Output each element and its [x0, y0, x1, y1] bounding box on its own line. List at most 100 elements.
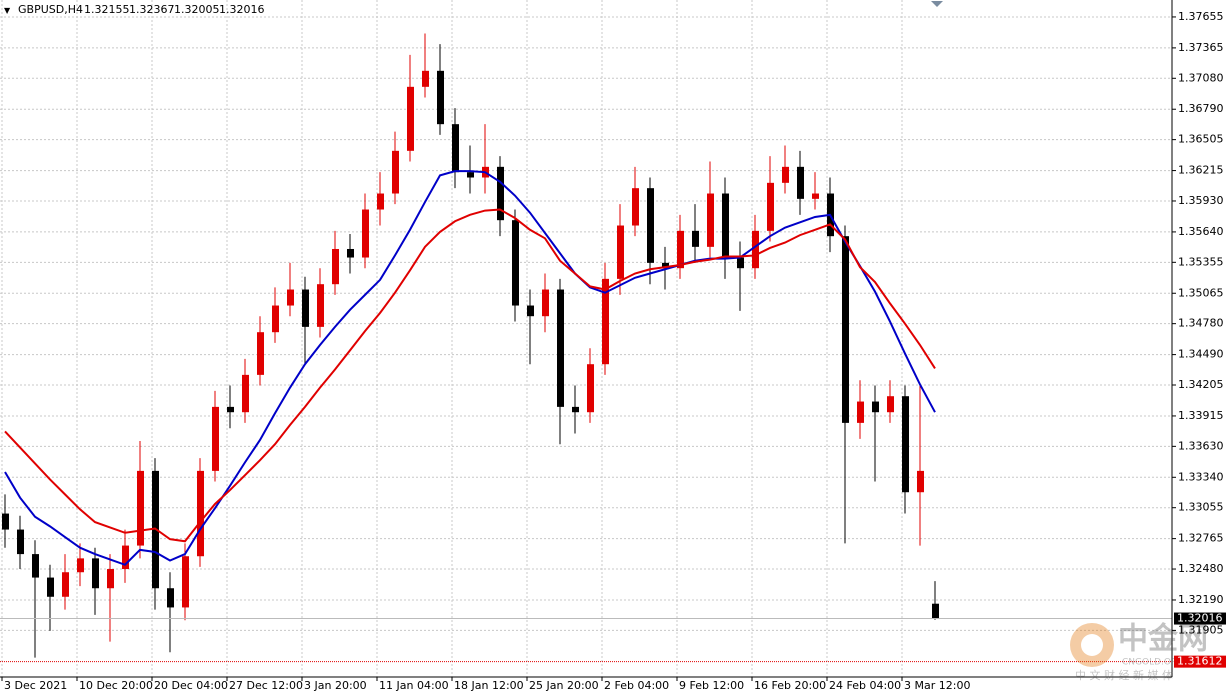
candle-body — [857, 401, 864, 423]
candle-body — [752, 230, 759, 269]
x-tick-label: 9 Feb 12:00 — [679, 679, 744, 692]
candle-body — [392, 150, 399, 194]
x-tick-label: 3 Dec 2021 — [4, 679, 67, 692]
candle-body — [272, 305, 279, 333]
y-tick-label: 1.34490 — [1178, 348, 1224, 361]
candle-body — [92, 558, 99, 589]
level-label: 1.31612 — [1177, 655, 1223, 668]
candle-body — [737, 257, 744, 269]
y-tick-label: 1.32765 — [1178, 532, 1224, 545]
candle-body — [2, 513, 9, 530]
watermark-logo-inner — [1081, 634, 1103, 656]
candle-body — [797, 166, 804, 199]
y-tick-label: 1.32480 — [1178, 562, 1224, 575]
candle-body — [587, 364, 594, 413]
candle-body — [782, 166, 789, 183]
candle-body — [422, 70, 429, 87]
candle-body — [497, 166, 504, 221]
candle-body — [317, 284, 324, 327]
candle-body — [302, 289, 309, 327]
candle-body — [467, 172, 474, 178]
y-tick-label: 1.34780 — [1178, 317, 1224, 330]
candle-body — [647, 188, 654, 263]
watermark: 中金网 CNGOLD.ORG 中 文 财 经 新 媒 体 — [1070, 622, 1208, 682]
x-tick-label: 24 Feb 04:00 — [829, 679, 901, 692]
candle-body — [572, 406, 579, 413]
candle-body — [257, 332, 264, 375]
x-tick-label: 10 Dec 20:00 — [79, 679, 153, 692]
y-tick-label: 1.37655 — [1178, 10, 1224, 23]
y-tick-label: 1.36790 — [1178, 102, 1224, 115]
y-tick-label: 1.35355 — [1178, 255, 1224, 268]
plot — [0, 33, 1172, 663]
last-low: 1.32005 — [174, 3, 220, 16]
candle-body — [662, 262, 669, 269]
candle-body — [512, 220, 519, 306]
x-tick-label: 16 Feb 20:00 — [754, 679, 826, 692]
last-open: 1.32155 — [84, 3, 130, 16]
moving-average — [4, 208, 936, 543]
watermark-logo — [1070, 623, 1114, 667]
candle-body — [692, 230, 699, 247]
y-tick-label: 1.37080 — [1178, 71, 1224, 84]
candle-body — [932, 603, 939, 619]
last-price-box — [1174, 612, 1226, 625]
candle-body — [722, 193, 729, 258]
candle-body — [557, 289, 564, 407]
y-tick-label: 1.35930 — [1178, 194, 1224, 207]
candle-body — [62, 572, 69, 597]
candle-body — [917, 470, 924, 493]
candle-body — [887, 396, 894, 413]
x-tick-label: 3 Mar 12:00 — [904, 679, 970, 692]
y-tick-label: 1.34205 — [1178, 378, 1224, 391]
candle-body — [47, 577, 54, 597]
candle-body — [107, 569, 114, 589]
candle-body — [677, 230, 684, 269]
candle-body — [842, 236, 849, 423]
y-tick-label: 1.35640 — [1178, 225, 1224, 238]
candle-body — [212, 406, 219, 471]
candle-body — [332, 248, 339, 285]
candle-body — [437, 70, 444, 125]
candle-body — [122, 545, 129, 570]
candle-body — [137, 470, 144, 546]
y-tick-label: 1.33055 — [1178, 501, 1224, 514]
y-tick-label: 1.33340 — [1178, 470, 1224, 483]
y-tick-label: 1.36215 — [1178, 164, 1224, 177]
y-tick-label: 1.35065 — [1178, 286, 1224, 299]
watermark-tagline: 中 文 财 经 新 媒 体 — [1075, 668, 1173, 682]
candle-body — [632, 188, 639, 226]
x-tick-label: 18 Jan 12:00 — [454, 679, 524, 692]
candle-body — [602, 278, 609, 365]
candle-body — [407, 86, 414, 151]
y-tick-label: 1.31905 — [1178, 623, 1224, 636]
last-high: 1.32367 — [129, 3, 175, 16]
candle-body — [872, 401, 879, 413]
candle-body — [17, 529, 24, 555]
watermark-domain: CNGOLD.ORG — [1122, 658, 1184, 668]
chart-header: ▼ GBPUSD,H4 1.32155 1.32367 1.32005 1.32… — [4, 3, 265, 16]
candle-body — [167, 588, 174, 608]
x-tick-label: 11 Jan 04:00 — [379, 679, 449, 692]
watermark-name: 中金网 — [1118, 622, 1208, 657]
candle-body — [182, 556, 189, 608]
moving-average — [4, 170, 936, 566]
x-tick-label: 25 Jan 20:00 — [529, 679, 599, 692]
shift-marker — [931, 1, 943, 7]
candle-body — [452, 124, 459, 173]
candle-body — [242, 374, 249, 413]
last-close: 1.32016 — [219, 3, 265, 16]
candle-body — [812, 193, 819, 199]
candle-body — [32, 554, 39, 578]
last-price-label: 1.32016 — [1177, 612, 1223, 625]
candle-body — [227, 406, 234, 413]
candle-body — [347, 248, 354, 258]
x-tick-label: 2 Feb 04:00 — [604, 679, 669, 692]
y-tick-label: 1.37365 — [1178, 41, 1224, 54]
symbol: GBPUSD,H4 — [18, 3, 83, 16]
candle-body — [617, 225, 624, 279]
x-tick-label: 20 Dec 04:00 — [154, 679, 228, 692]
y-tick-label: 1.36505 — [1178, 133, 1224, 146]
